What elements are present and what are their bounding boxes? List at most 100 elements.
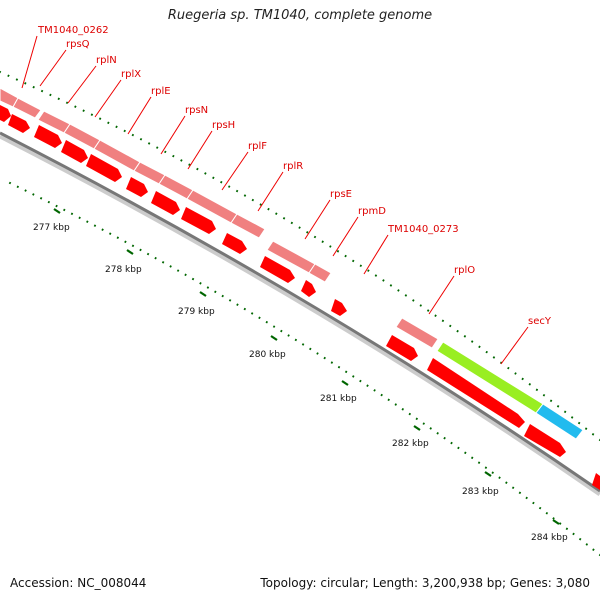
scale-dot [436,431,439,435]
kbp-major-tick [341,380,349,386]
scale-dot [313,235,317,239]
gene-labels: TM1040_0262 rpsQ rplN rplX rplE rpsN rps… [37,25,552,327]
gene-bar-rpsn[interactable] [133,161,166,185]
scale-dot [316,352,319,355]
scale-dot [387,398,390,402]
cds-arrow-rpsh[interactable] [151,191,180,215]
cds-arrow-edge[interactable] [592,473,600,490]
gene-label-rplr[interactable]: rplR [283,161,303,172]
scale-dot [457,446,460,450]
scale-dot [196,167,199,171]
tick-label: 280 kbp [249,350,286,360]
cds-arrow-rple[interactable] [86,154,122,182]
cds-arrow-rpse[interactable] [260,256,295,283]
scale-dot [154,256,157,260]
scale-dot [282,217,286,220]
map-title: Ruegeria sp. TM1040, complete genome [167,8,433,23]
scale-dot [220,180,223,184]
gene-bar-rpmd[interactable] [308,263,332,283]
gene-track [0,87,584,440]
scale-dot [176,269,180,272]
scale-dot [450,441,453,445]
cds-arrow-rplo[interactable] [386,335,418,361]
gene-label-tm1040-0262[interactable]: TM1040_0262 [37,25,109,36]
scale-dot [485,350,488,354]
gene-bar-secy-end[interactable] [535,403,584,440]
gene-label-rplf[interactable]: rplF [248,141,267,152]
scale-dot [492,356,496,359]
scale-dot [464,451,467,455]
scale-dot [169,265,172,268]
gene-label-rpsn[interactable]: rpsN [185,105,208,116]
scale-dot [412,299,415,302]
gene-bar-rpsq[interactable] [12,97,42,119]
scale-dot [214,290,217,294]
cds-arrow-secy[interactable] [427,358,525,428]
gene-label-tm1040-0273[interactable]: TM1040_0273 [387,224,459,235]
cds-arrow-rpln[interactable] [34,125,62,148]
tick-label: 282 kbp [392,439,429,449]
leader-line [332,216,359,257]
scale-dot [155,146,159,149]
cds-arrow-rplr[interactable] [222,233,247,254]
gene-label-rpmd[interactable]: rpmD [358,206,386,217]
gene-label-rpse[interactable]: rpsE [330,189,352,200]
scale-dot [161,261,165,264]
scale-dot [108,232,112,236]
cds-arrow-rpsq[interactable] [8,114,30,133]
scale-dot [65,101,69,105]
scale-dot [228,299,232,302]
scale-dot [441,319,445,323]
scale-dot [199,281,202,285]
scale-dot [344,254,347,258]
cds-arrow-rpsn[interactable] [126,177,148,197]
scale-dot [404,294,408,297]
scale-dot [172,154,175,158]
backbone-shadow [0,133,600,497]
scale-dot [598,438,600,442]
scale-dot [82,109,85,112]
scale-dot [456,329,459,333]
leader-line [187,130,213,170]
kbp-major-tick [270,335,278,341]
leader-line [21,35,38,89]
cds-arrow-rplf[interactable] [181,207,216,234]
scale-dot [16,185,20,189]
scale-dot [359,379,362,383]
scale-dot [535,388,539,392]
scale-dot [389,284,393,287]
leader-line [221,151,249,191]
scale-dot [131,244,135,248]
scale-dot [250,312,254,315]
gene-bar-rpsh[interactable] [158,174,194,200]
scale-dot [32,85,35,89]
scale-dot [434,314,437,317]
gene-label-rple[interactable]: rplE [151,86,171,97]
scale-dot [221,294,224,298]
scale-dot [359,264,363,268]
cds-arrow-tm1040-0262[interactable] [0,105,11,122]
leader-line [257,171,284,212]
scale-dot [24,82,27,85]
scale-dot [57,97,60,101]
gene-label-rpln[interactable]: rplN [96,55,117,66]
gene-bar-rplr[interactable] [230,213,266,239]
gene-label-rpsq[interactable]: rpsQ [66,39,90,50]
cds-arrow-rplx[interactable] [61,140,88,163]
scale-dot [0,70,2,74]
gene-label-secy[interactable]: secY [528,316,552,327]
cds-arrow-next[interactable] [524,424,566,457]
leader-line [67,65,97,104]
gene-label-rplx[interactable]: rplX [121,69,141,80]
cds-track [0,105,600,490]
scale-dot [206,286,210,289]
gene-label-rpsh[interactable]: rpsH [212,120,235,131]
scale-dot [538,506,542,510]
cds-arrow-rpmd[interactable] [301,280,316,297]
cds-arrow-tm1040-0273[interactable] [331,299,347,316]
scale-dot [422,422,426,425]
gene-label-rplo[interactable]: rplO [454,265,475,276]
gene-bar-rplo[interactable] [395,317,439,349]
scale-dot [323,356,326,360]
scale-dot [49,93,52,97]
